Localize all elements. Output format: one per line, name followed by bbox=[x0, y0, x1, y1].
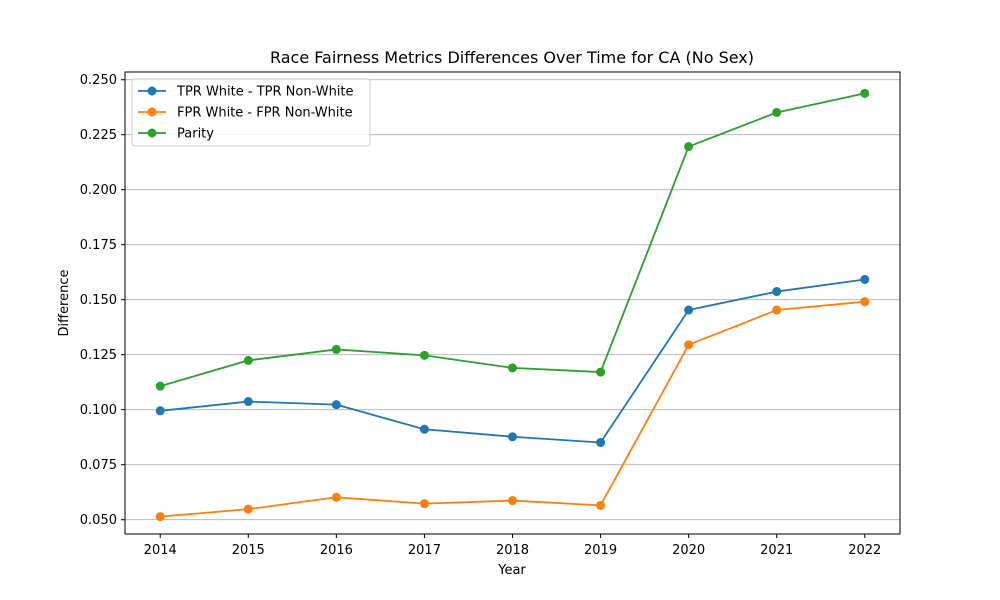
data-point bbox=[419, 350, 429, 360]
data-point bbox=[155, 381, 165, 391]
legend-marker bbox=[147, 128, 157, 138]
x-axis-label: Year bbox=[497, 563, 526, 578]
chart-title: Race Fairness Metrics Differences Over T… bbox=[270, 48, 754, 67]
series-line bbox=[160, 278, 865, 444]
legend-label: TPR White - TPR Non-White bbox=[176, 85, 354, 100]
data-point bbox=[243, 355, 253, 365]
legend-item: FPR White - FPR Non-White bbox=[138, 106, 353, 121]
y-tick-label: 0.250 bbox=[80, 73, 117, 88]
series-3 bbox=[155, 88, 870, 391]
data-point bbox=[772, 287, 782, 297]
data-point bbox=[508, 496, 517, 506]
legend-items: TPR White - TPR Non-White FPR White - FPR… bbox=[138, 85, 354, 142]
series-line bbox=[160, 300, 865, 518]
series-layer bbox=[155, 88, 870, 522]
data-point bbox=[684, 305, 694, 315]
data-point bbox=[331, 400, 341, 410]
data-point bbox=[772, 305, 782, 315]
series-1 bbox=[155, 274, 870, 447]
x-tick-label: 2018 bbox=[496, 543, 529, 558]
x-tick-label: 2016 bbox=[320, 543, 353, 558]
data-point bbox=[155, 406, 165, 416]
data-point bbox=[243, 504, 253, 514]
data-point bbox=[684, 340, 694, 350]
legend-box bbox=[131, 78, 371, 147]
y-tick-label: 0.200 bbox=[80, 183, 117, 198]
data-point bbox=[772, 107, 782, 117]
y-tick-label: 0.075 bbox=[80, 458, 117, 473]
series-2 bbox=[155, 297, 870, 522]
legend-label: FPR White - FPR Non-White bbox=[177, 106, 353, 121]
legend-marker bbox=[147, 86, 157, 96]
x-tick-label: 2019 bbox=[584, 543, 617, 558]
data-point bbox=[596, 500, 606, 510]
x-tick-label: 2015 bbox=[232, 543, 265, 558]
legend-label: Parity bbox=[177, 127, 214, 142]
legend: TPR White - TPR Non-White FPR White - FPR… bbox=[131, 78, 371, 147]
data-point bbox=[419, 499, 429, 509]
data-point bbox=[860, 274, 870, 284]
x-tick-label: 2017 bbox=[408, 543, 441, 558]
data-point bbox=[596, 437, 606, 447]
data-point bbox=[155, 512, 165, 522]
y-tick-label: 0.100 bbox=[80, 403, 117, 418]
data-point bbox=[243, 397, 253, 407]
data-point bbox=[860, 88, 870, 98]
x-tick-label: 2020 bbox=[672, 543, 705, 558]
legend-item: Parity bbox=[138, 127, 214, 142]
y-tick-label: 0.225 bbox=[80, 128, 117, 143]
gridlines bbox=[125, 79, 900, 521]
y-tick-label: 0.150 bbox=[80, 293, 117, 308]
data-point bbox=[419, 424, 429, 434]
data-point bbox=[596, 367, 606, 377]
x-tick-label: 2014 bbox=[144, 543, 177, 558]
legend-item: TPR White - TPR Non-White bbox=[138, 85, 354, 100]
y-axis-ticks: 0.050 0.075 0.100 0.125 0.150 0.175 0.200 0.225… bbox=[80, 73, 125, 528]
x-axis-ticks: 2014 2015 2016 2017 2018 2019 2020 2021 2022 bbox=[144, 534, 881, 558]
data-point bbox=[508, 363, 517, 373]
y-tick-label: 0.125 bbox=[80, 348, 117, 363]
data-point bbox=[684, 142, 694, 152]
data-point bbox=[860, 297, 870, 307]
x-tick-label: 2021 bbox=[760, 543, 793, 558]
y-tick-label: 0.175 bbox=[80, 238, 117, 253]
y-tick-label: 0.050 bbox=[80, 513, 117, 528]
x-tick-label: 2022 bbox=[848, 543, 881, 558]
legend-marker bbox=[147, 107, 157, 117]
data-point bbox=[508, 432, 517, 442]
data-point bbox=[331, 492, 341, 502]
data-point bbox=[331, 344, 341, 354]
y-axis-label: Difference bbox=[57, 269, 72, 336]
